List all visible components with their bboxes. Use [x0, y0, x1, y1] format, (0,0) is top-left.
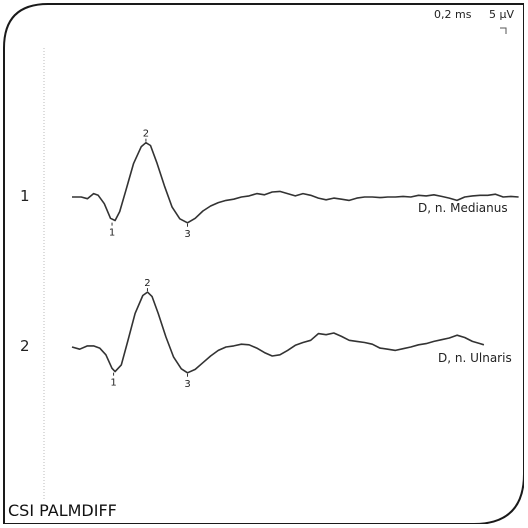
trace-1-line — [72, 141, 519, 224]
recording-title: CSI PALMDIFF — [8, 501, 117, 520]
marker-label: 3 — [184, 379, 190, 390]
marker-label: 2 — [144, 278, 150, 289]
trace-1-label: D, n. Medianus — [418, 201, 508, 215]
scale-bar-icon — [500, 27, 507, 34]
marker-label: 1 — [109, 228, 115, 239]
trace-2-line — [71, 291, 485, 374]
trace-2-label: D, n. Ulnaris — [438, 351, 512, 365]
time-scale-label: 0,2 ms — [434, 8, 472, 21]
marker-label: 3 — [184, 229, 190, 240]
amplitude-scale-label: 5 µV — [489, 8, 515, 21]
marker-label: 1 — [110, 378, 116, 389]
trace-1-number: 1 — [20, 187, 30, 205]
trace-2-number: 2 — [20, 337, 30, 355]
marker-label: 2 — [143, 129, 149, 140]
